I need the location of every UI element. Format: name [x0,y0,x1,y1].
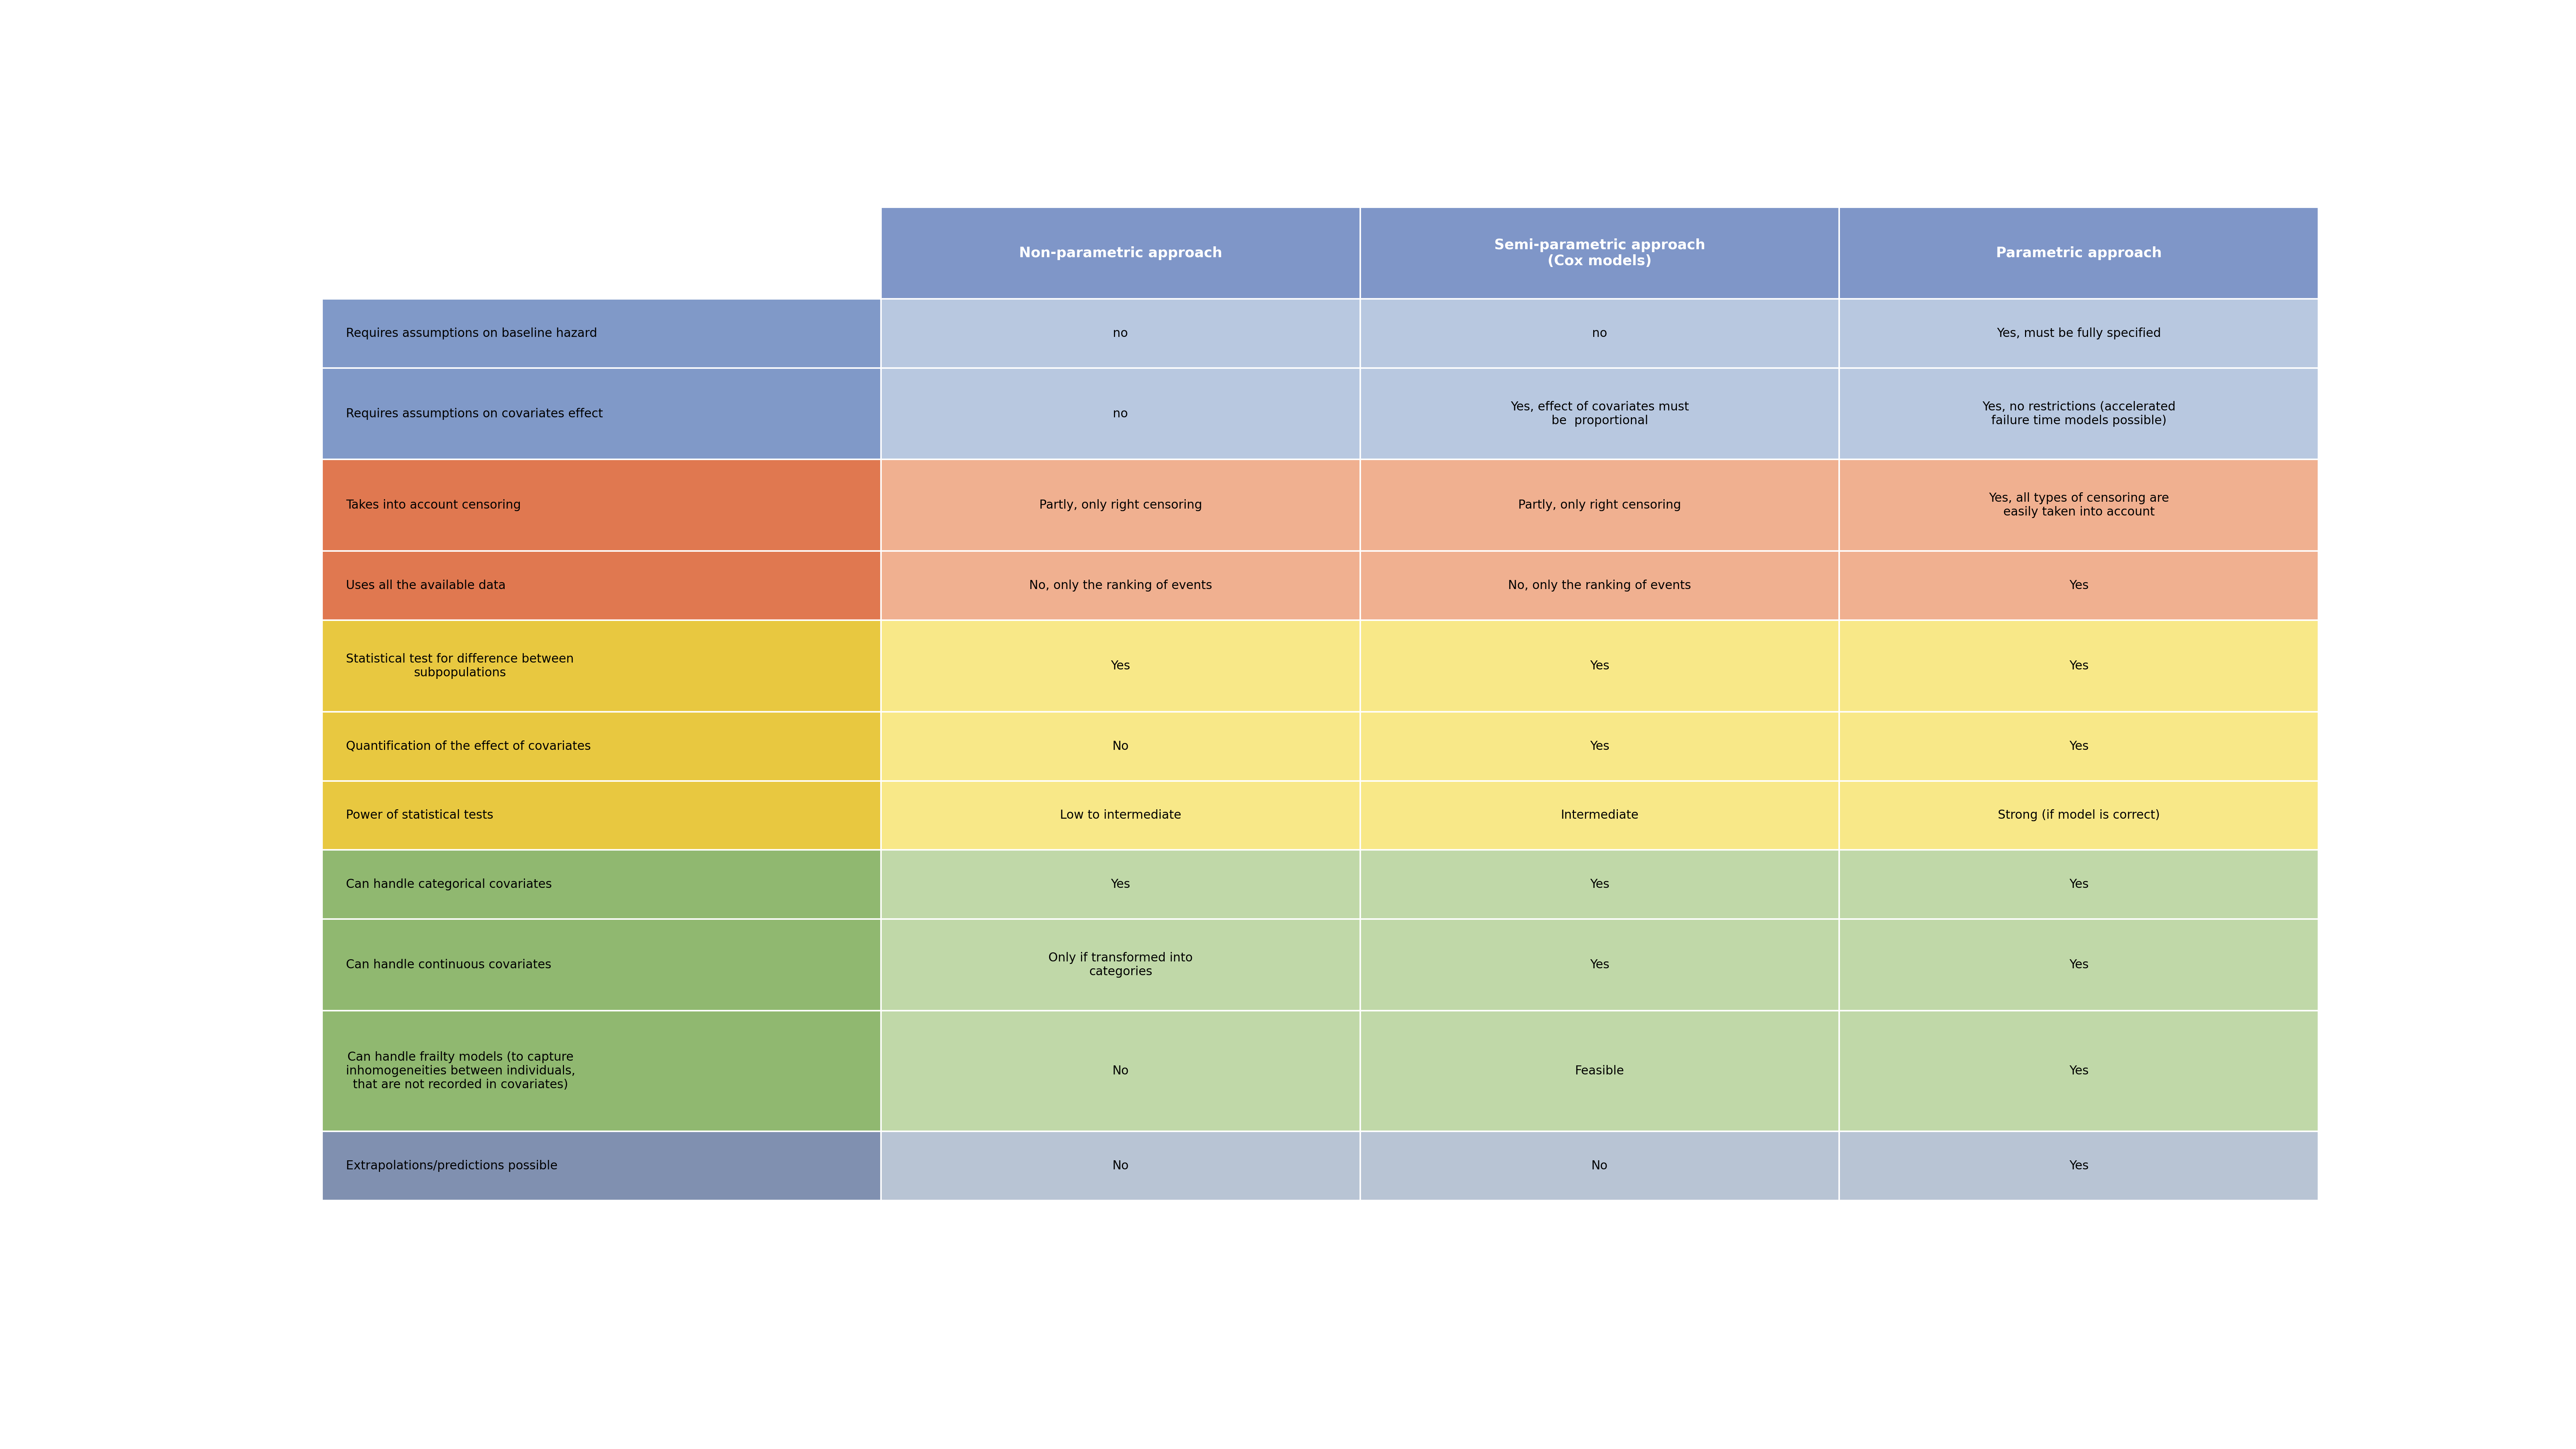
Bar [322,298,881,368]
Text: Quantification of the effect of covariates: Quantification of the effect of covariat… [345,740,590,752]
Text: Yes, effect of covariates must
be  proportional: Yes, effect of covariates must be propor… [1510,401,1690,426]
Text: Low to intermediate: Low to intermediate [1059,810,1182,822]
Text: No: No [1113,1159,1128,1172]
Text: Yes: Yes [1589,959,1610,971]
Bar [1839,711,2318,781]
Text: Yes, no restrictions (accelerated
failure time models possible): Yes, no restrictions (accelerated failur… [1981,401,2177,426]
Bar [322,551,881,620]
Text: No: No [1113,740,1128,752]
Bar [322,459,881,551]
Bar [1360,1011,1839,1132]
Text: Yes: Yes [2069,659,2089,672]
Text: Requires assumptions on covariates effect: Requires assumptions on covariates effec… [345,407,603,420]
Text: No: No [1592,1159,1607,1172]
Text: Non-parametric approach: Non-parametric approach [1020,246,1221,259]
Bar [322,781,881,851]
Bar [881,1011,1360,1132]
Text: no: no [1113,327,1128,339]
Bar [1839,1011,2318,1132]
Text: Yes: Yes [2069,740,2089,752]
Text: Yes: Yes [1110,878,1131,891]
Bar [1360,1132,1839,1200]
Bar [322,851,881,919]
Bar [881,1132,1360,1200]
Bar [1360,368,1839,459]
Bar [322,1132,881,1200]
Bar [1839,368,2318,459]
Bar [322,919,881,1011]
Text: Intermediate: Intermediate [1561,810,1638,822]
Text: Yes: Yes [2069,878,2089,891]
Bar [1839,851,2318,919]
Bar [1360,459,1839,551]
Bar [881,459,1360,551]
Text: Extrapolations/predictions possible: Extrapolations/predictions possible [345,1159,556,1172]
Text: Yes: Yes [1589,659,1610,672]
Bar [1839,459,2318,551]
Bar [1360,919,1839,1011]
Bar [322,207,881,298]
Text: Can handle continuous covariates: Can handle continuous covariates [345,959,551,971]
Text: Takes into account censoring: Takes into account censoring [345,500,520,511]
Bar [1360,298,1839,368]
Text: Yes: Yes [1110,659,1131,672]
Text: Yes: Yes [2069,1065,2089,1077]
Text: Yes: Yes [2069,1159,2089,1172]
Text: Yes: Yes [2069,959,2089,971]
Text: Yes, must be fully specified: Yes, must be fully specified [1996,327,2161,339]
Text: Yes, all types of censoring are
easily taken into account: Yes, all types of censoring are easily t… [1989,493,2169,519]
Text: Requires assumptions on baseline hazard: Requires assumptions on baseline hazard [345,327,598,339]
Text: no: no [1113,407,1128,420]
Bar [1839,207,2318,298]
Text: Semi-parametric approach
(Cox models): Semi-parametric approach (Cox models) [1494,238,1705,268]
Text: No, only the ranking of events: No, only the ranking of events [1028,580,1213,591]
Text: No: No [1113,1065,1128,1077]
Bar [1839,919,2318,1011]
Bar [322,711,881,781]
Bar [881,711,1360,781]
Text: Can handle frailty models (to capture
inhomogeneities between individuals,
that : Can handle frailty models (to capture in… [345,1051,574,1091]
Text: Parametric approach: Parametric approach [1996,246,2161,259]
Bar [322,1011,881,1132]
Text: Uses all the available data: Uses all the available data [345,580,505,591]
Bar [1360,620,1839,711]
Text: No, only the ranking of events: No, only the ranking of events [1507,580,1692,591]
Bar [1839,298,2318,368]
Bar [1360,781,1839,851]
Text: Yes: Yes [2069,580,2089,591]
Text: Yes: Yes [1589,740,1610,752]
Bar [1360,851,1839,919]
Text: Strong (if model is correct): Strong (if model is correct) [1999,810,2159,822]
Text: Can handle categorical covariates: Can handle categorical covariates [345,878,551,891]
Text: Feasible: Feasible [1574,1065,1625,1077]
Text: Partly, only right censoring: Partly, only right censoring [1038,500,1203,511]
Bar [1839,551,2318,620]
Bar [881,551,1360,620]
Bar [1839,781,2318,851]
Bar [881,368,1360,459]
Bar [1360,711,1839,781]
Text: Only if transformed into
categories: Only if transformed into categories [1048,952,1193,978]
Bar [1360,207,1839,298]
Bar [322,620,881,711]
Bar [322,368,881,459]
Text: Power of statistical tests: Power of statistical tests [345,810,495,822]
Text: Statistical test for difference between
subpopulations: Statistical test for difference between … [345,653,574,678]
Bar [881,620,1360,711]
Bar [1839,620,2318,711]
Bar [881,207,1360,298]
Text: Yes: Yes [1589,878,1610,891]
Bar [1360,551,1839,620]
Bar [881,781,1360,851]
Bar [881,298,1360,368]
Bar [881,919,1360,1011]
Text: no: no [1592,327,1607,339]
Bar [881,851,1360,919]
Bar [1839,1132,2318,1200]
Text: Partly, only right censoring: Partly, only right censoring [1517,500,1682,511]
